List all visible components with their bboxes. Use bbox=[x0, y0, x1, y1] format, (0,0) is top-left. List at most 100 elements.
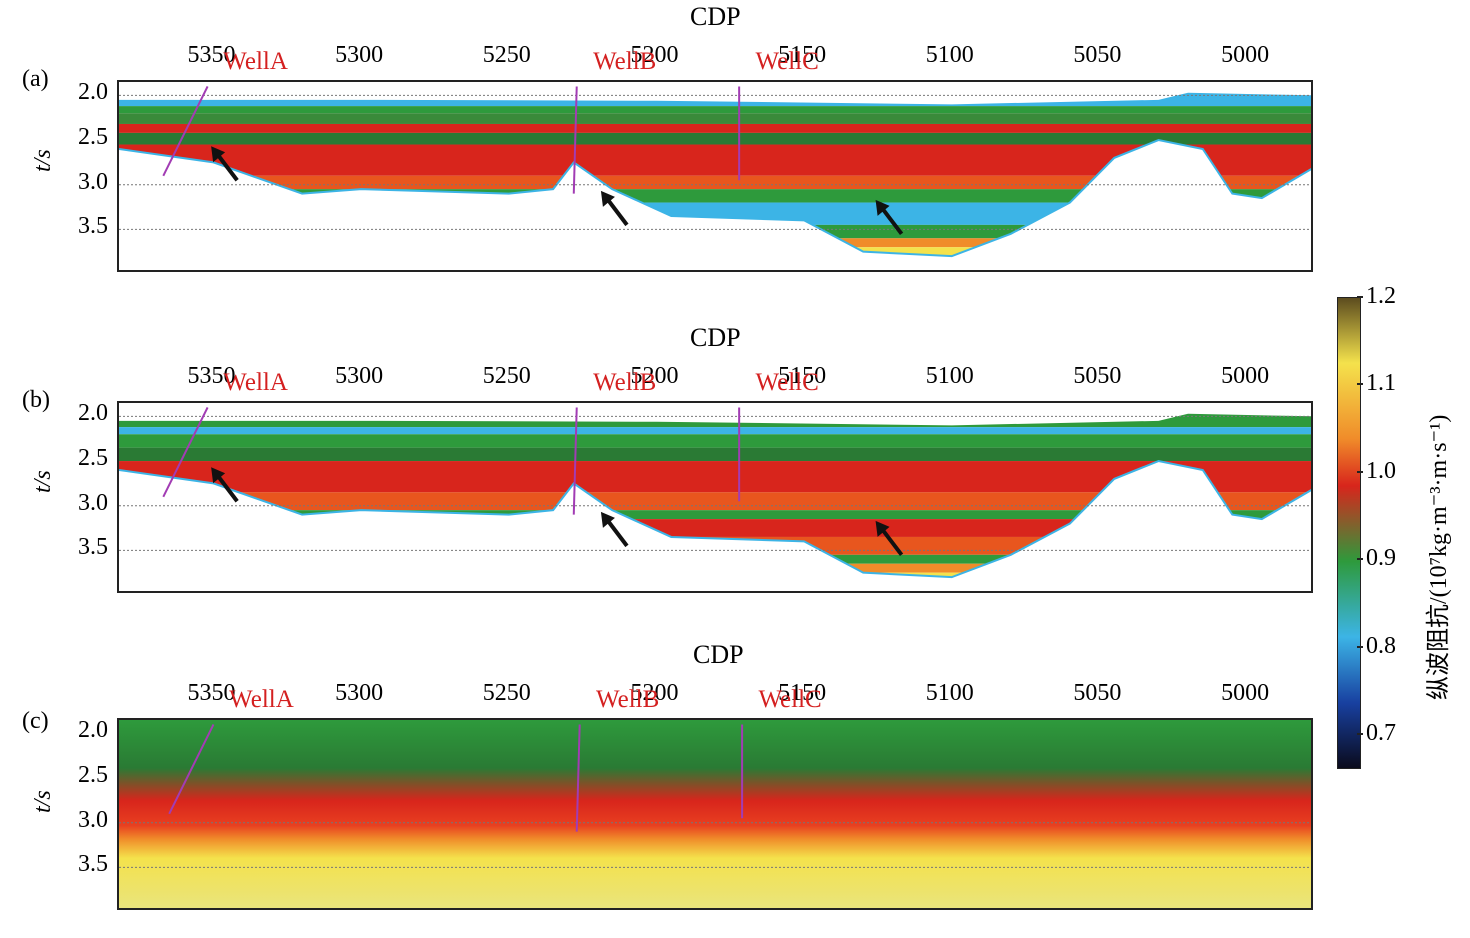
x-tick-label: 5050 bbox=[1073, 42, 1122, 68]
well-label-wella: WellA bbox=[223, 369, 288, 396]
panel-b: CDP 5350 5300 5250 5200 5150 5100 5050 5000 (b)… bbox=[0, 321, 1330, 621]
colorbar-tick-label: 0.7 bbox=[1366, 720, 1396, 747]
layer-band bbox=[119, 132, 1311, 145]
x-tick-label: 5100 bbox=[925, 680, 974, 706]
colorbar-label: 纵波阻抗/(10⁷kg·m⁻³·m·s⁻¹) bbox=[1426, 414, 1452, 700]
x-tick-label: 5250 bbox=[482, 680, 531, 706]
colorbar-tick-mark bbox=[1357, 733, 1363, 736]
x-tick-label: 5350 bbox=[187, 680, 236, 706]
x-tick-label: 5200 bbox=[630, 42, 679, 68]
x-axis-label: CDP bbox=[690, 2, 741, 31]
y-axis-unit: /s bbox=[30, 149, 56, 166]
well-trajectory bbox=[572, 407, 578, 515]
seismic-svg-c bbox=[119, 720, 1311, 908]
layer-band bbox=[119, 427, 1311, 435]
y-tick-label: 2.5 bbox=[78, 762, 108, 789]
y-axis-label: t/s bbox=[30, 470, 57, 493]
y-tick-label: 3.5 bbox=[78, 534, 108, 561]
arrow-head bbox=[211, 146, 226, 163]
panel-a: CDP 5350 5300 5250 5200 5150 5100 5050 5000 (a)… bbox=[0, 0, 1330, 300]
colorbar-tick-mark bbox=[1357, 470, 1363, 473]
y-axis-var: t bbox=[30, 806, 56, 813]
layer-band bbox=[119, 447, 1311, 462]
colorbar-gradient bbox=[1336, 296, 1362, 770]
x-tick-label: 5300 bbox=[335, 363, 384, 389]
x-tick-label: 5350 bbox=[187, 42, 236, 68]
panel-c: CDP 5350 5300 5250 5200 5150 5100 5050 5000 (c)… bbox=[0, 638, 1330, 938]
seismic-section-c bbox=[117, 718, 1313, 910]
y-tick-label: 3.0 bbox=[78, 489, 108, 516]
well-label-wella: WellA bbox=[229, 686, 294, 713]
arrow-head bbox=[211, 467, 226, 484]
x-tick-label: 5100 bbox=[925, 42, 974, 68]
x-tick-label: 5150 bbox=[778, 363, 827, 389]
seismic-section-b bbox=[117, 401, 1313, 593]
layer-band bbox=[119, 413, 1311, 428]
colorbar-tick-label: 1.2 bbox=[1366, 283, 1396, 309]
basin-bottom-outline bbox=[119, 460, 1311, 579]
x-tick-label: 5150 bbox=[778, 42, 827, 68]
arrow-head bbox=[875, 520, 890, 537]
well-trajectory bbox=[162, 86, 209, 177]
basin-bottom-outline bbox=[119, 139, 1311, 258]
layer-band bbox=[119, 563, 1311, 573]
panel-label: (c) bbox=[22, 708, 49, 734]
x-tick-label: 5000 bbox=[1221, 680, 1270, 706]
colorbar-tick-mark bbox=[1357, 296, 1363, 298]
well-label-wella: WellA bbox=[223, 48, 288, 75]
panel-label: (a) bbox=[22, 66, 49, 92]
layer-band bbox=[119, 113, 1311, 124]
y-tick-label: 3.0 bbox=[78, 168, 108, 195]
layer-band bbox=[119, 202, 1311, 225]
y-tick-label: 2.5 bbox=[78, 124, 108, 151]
x-tick-label: 5150 bbox=[778, 680, 827, 706]
arrow-head bbox=[600, 190, 615, 207]
layer-band bbox=[119, 510, 1311, 520]
colorbar-tick-mark bbox=[1357, 383, 1363, 386]
x-axis-label: CDP bbox=[690, 323, 741, 352]
well-label-wellc: WellC bbox=[755, 369, 819, 396]
layer-band bbox=[119, 247, 1311, 257]
x-tick-label: 5100 bbox=[925, 363, 974, 389]
layer-band bbox=[119, 175, 1311, 190]
y-tick-label: 2.0 bbox=[78, 717, 108, 744]
x-tick-label: 5300 bbox=[335, 680, 384, 706]
y-tick-label: 3.5 bbox=[78, 213, 108, 240]
well-trajectory bbox=[572, 86, 578, 194]
y-tick-label: 3.0 bbox=[78, 806, 108, 833]
colorbar-tick-mark bbox=[1357, 645, 1363, 648]
colorbar-tick-label: 1.0 bbox=[1366, 457, 1396, 484]
well-label-wellb: WellB bbox=[593, 48, 657, 75]
y-axis-unit: /s bbox=[30, 470, 56, 487]
well-label-wellc: WellC bbox=[758, 686, 822, 713]
x-tick-label: 5050 bbox=[1073, 680, 1122, 706]
layer-band bbox=[119, 256, 1311, 257]
layer-band bbox=[119, 554, 1311, 564]
x-tick-label: 5000 bbox=[1221, 42, 1270, 68]
y-tick-label: 2.5 bbox=[78, 445, 108, 472]
x-tick-label: 5000 bbox=[1221, 363, 1270, 389]
well-trajectory bbox=[575, 724, 581, 832]
seismic-svg-b bbox=[119, 407, 1311, 579]
arrow-head bbox=[875, 199, 890, 216]
x-tick-label: 5350 bbox=[187, 363, 236, 389]
layer-band bbox=[119, 492, 1311, 511]
y-axis-label: t/s bbox=[30, 149, 57, 172]
x-tick-label: 5300 bbox=[335, 42, 384, 68]
layer-band bbox=[119, 123, 1311, 133]
layer-band bbox=[119, 106, 1311, 114]
colorbar-tick-mark bbox=[1357, 558, 1363, 561]
well-label-wellc: WellC bbox=[755, 48, 819, 75]
x-tick-label: 5050 bbox=[1073, 363, 1122, 389]
colorbar-tick-label: 0.8 bbox=[1366, 632, 1396, 659]
y-axis-unit: /s bbox=[30, 790, 56, 807]
well-label-wellb: WellB bbox=[593, 369, 657, 396]
seismic-section-a bbox=[117, 80, 1313, 272]
x-axis-label: CDP bbox=[693, 640, 744, 669]
y-tick-label: 2.0 bbox=[78, 79, 108, 106]
x-tick-label: 5250 bbox=[482, 363, 531, 389]
y-axis-var: t bbox=[30, 486, 56, 493]
y-axis-label: t/s bbox=[30, 790, 57, 813]
seismic-svg-a bbox=[119, 86, 1311, 258]
layer-band bbox=[119, 238, 1311, 248]
